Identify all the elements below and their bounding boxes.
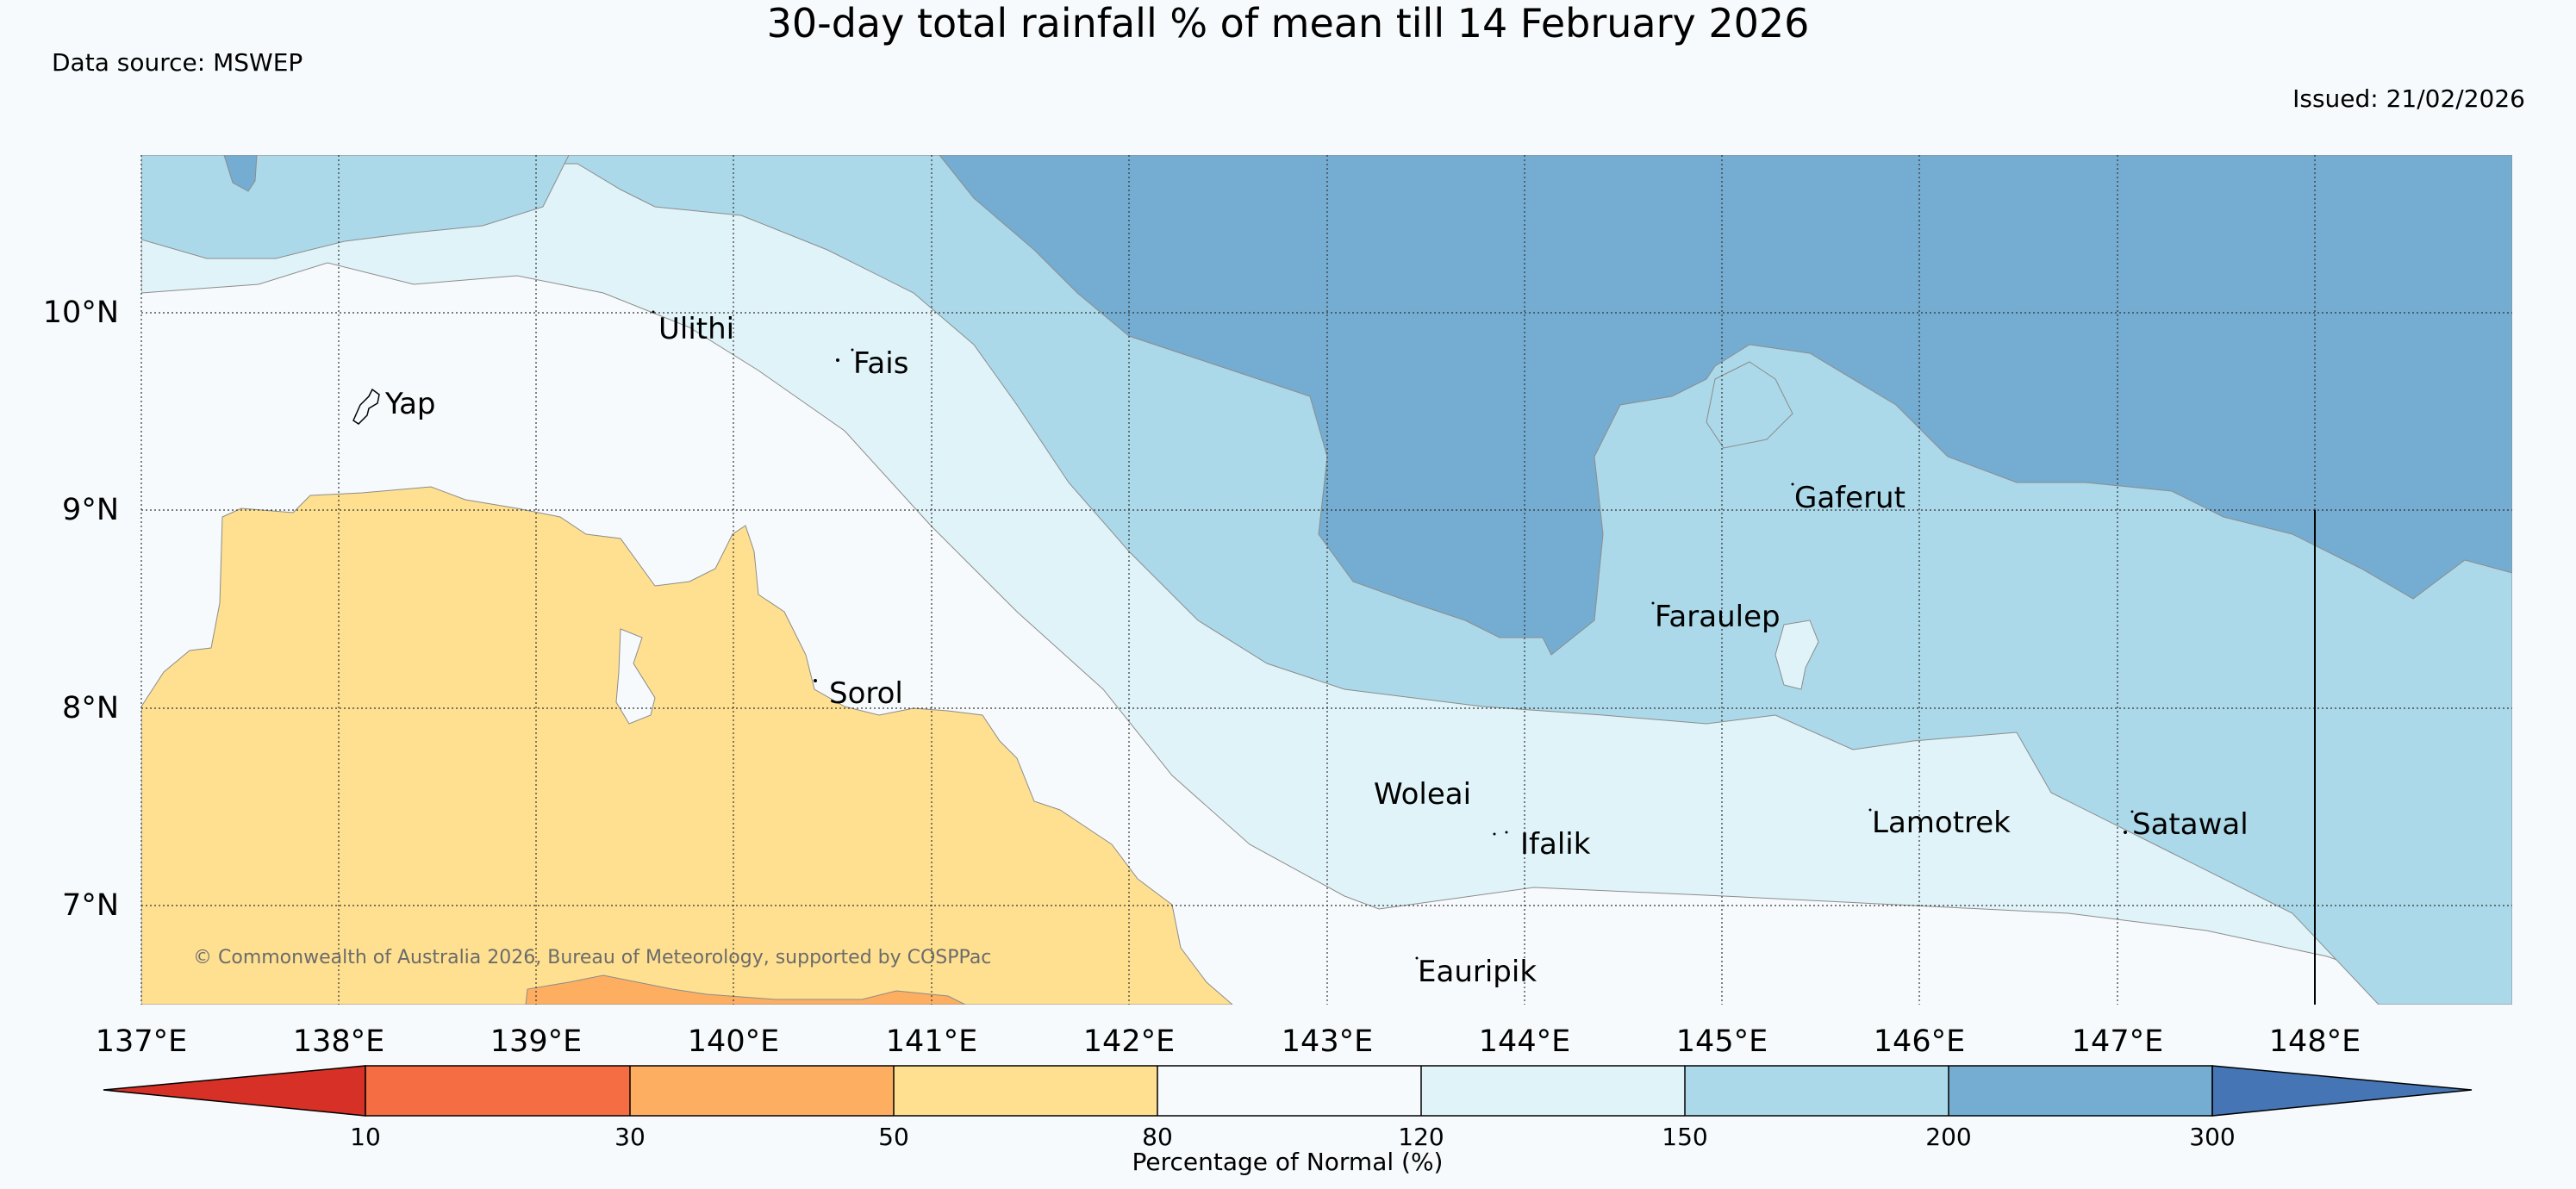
zone-120-150-hole: [1775, 619, 1819, 690]
issued-date-label: Issued: 21/02/2026: [2292, 84, 2525, 113]
colorbar-50-80: [894, 1066, 1157, 1116]
colorbar-tick: 120: [1398, 1123, 1444, 1151]
colorbar-150-200: [1685, 1066, 1949, 1116]
place-labels: Ulithi Fais Yap Gaferut Faraulep Sorol W…: [384, 310, 2249, 989]
colorbar-30-50: [630, 1066, 894, 1116]
place-label: Sorol: [829, 676, 903, 711]
lon-label: 147°E: [2072, 1024, 2163, 1059]
lon-label: 138°E: [293, 1024, 384, 1059]
colorbar-title: Percentage of Normal (%): [1132, 1148, 1444, 1176]
colorbar-tick: 200: [1925, 1123, 1971, 1151]
zone-150-200-hole: [1706, 361, 1793, 449]
lon-label: 137°E: [96, 1024, 187, 1059]
rainfall-contours: [141, 155, 2512, 1005]
lat-label: 9°N: [62, 493, 119, 527]
zone-30-50: [525, 974, 966, 1005]
colorbar-above-300: [2211, 1065, 2473, 1117]
lat-label: 8°N: [62, 691, 119, 725]
colorbar: 10 30 50 80 120 150 200 300 Percentage o…: [103, 1065, 2473, 1176]
place-label: Ifalik: [1520, 827, 1591, 862]
page-title: 30-day total rainfall % of mean till 14 …: [766, 0, 1810, 47]
lon-label: 145°E: [1676, 1024, 1768, 1059]
place-label: Woleai: [1374, 777, 1471, 812]
lon-label: 143°E: [1282, 1024, 1373, 1059]
atoll-dots: [652, 310, 2134, 960]
place-label: Ulithi: [658, 312, 734, 346]
lon-label: 141°E: [886, 1024, 977, 1059]
place-label: Gaferut: [1794, 481, 1905, 515]
place-label: Fais: [853, 346, 908, 381]
colorbar-below-10: [103, 1065, 366, 1117]
colorbar-80-120: [1157, 1066, 1421, 1116]
colorbar-tick: 50: [878, 1123, 909, 1151]
lat-label: 7°N: [62, 888, 119, 923]
yap-island: [352, 388, 380, 425]
colorbar-120-150: [1421, 1066, 1685, 1116]
colorbar-tick: 80: [1142, 1123, 1173, 1151]
place-label: Faraulep: [1655, 600, 1781, 634]
lon-label: 142°E: [1083, 1024, 1175, 1059]
zone-200-300-west: [223, 155, 258, 192]
data-source-label: Data source: MSWEP: [52, 48, 303, 77]
longitude-labels: 137°E 138°E 139°E 140°E 141°E 142°E 143°…: [96, 1024, 2361, 1059]
lon-label: 144°E: [1479, 1024, 1570, 1059]
lon-label: 146°E: [1874, 1024, 1965, 1059]
lon-label: 140°E: [688, 1024, 779, 1059]
lat-label: 10°N: [43, 296, 119, 330]
colorbar-tick: 30: [614, 1123, 646, 1151]
place-label: Satawal: [2132, 807, 2249, 842]
colorbar-200-300: [1949, 1066, 2212, 1116]
copyright-notice: © Commonwealth of Australia 2026, Bureau…: [193, 947, 991, 968]
colorbar-10-30: [365, 1066, 630, 1116]
colorbar-tick: 300: [2189, 1123, 2235, 1151]
latitude-labels: 10°N 9°N 8°N 7°N: [43, 296, 119, 923]
zone-80-120-hole: [615, 628, 656, 725]
place-label: Yap: [384, 387, 436, 421]
colorbar-tick: 10: [350, 1123, 381, 1151]
place-label: Lamotrek: [1872, 806, 2011, 840]
lon-label: 148°E: [2269, 1024, 2361, 1059]
place-label: Eauripik: [1418, 955, 1537, 989]
zone-50-80: [141, 486, 1233, 1005]
lon-label: 139°E: [490, 1024, 582, 1059]
colorbar-tick: 150: [1662, 1123, 1707, 1151]
zone-200-300: [939, 155, 2512, 656]
